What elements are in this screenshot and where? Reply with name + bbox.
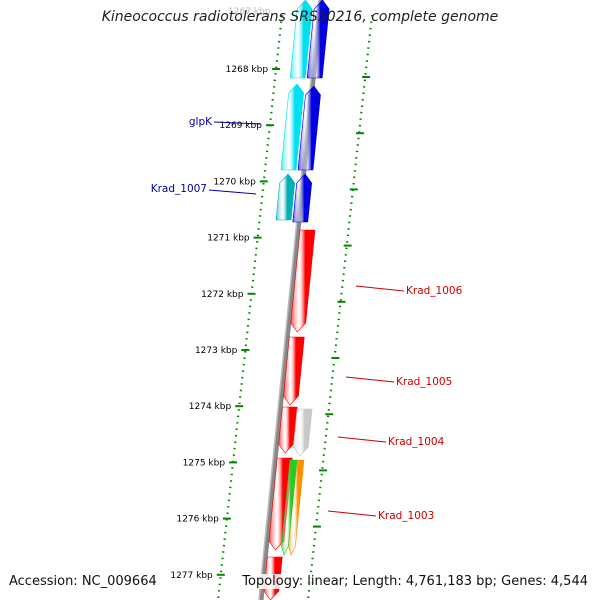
gene-label-krad-1004: Krad_1004 [388, 436, 445, 448]
ruler-right-dotted-line [306, 14, 374, 600]
ruler-tick-label: 1275 kbp [183, 458, 226, 468]
gene-feature [278, 406, 298, 454]
ruler-tick-label: 1271 kbp [207, 234, 250, 244]
gene-label-krad-1005-leader [345, 376, 395, 383]
gene-feature [292, 173, 313, 223]
gene-feature [289, 0, 313, 79]
map-title: Kineococcus radiotolerans SRS30216, comp… [101, 9, 499, 25]
gene-feature [268, 457, 293, 551]
ruler-tick-label: 1269 kbp [220, 121, 263, 131]
ruler-tick-label: 1273 kbp [195, 346, 238, 356]
ruler-tick-label: 1276 kbp [176, 515, 219, 525]
gene-krad-1005 [283, 336, 305, 406]
gene-label-krad-1003: Krad_1003 [378, 510, 434, 522]
accession-label: Accession: NC_009664 [7, 574, 159, 589]
gene-label-krad-1007: Krad_1007 [151, 183, 207, 195]
gene-krad-1006 [290, 229, 316, 333]
gene-feature [297, 85, 321, 171]
gene-label-krad-1003-leader [327, 510, 377, 517]
gene-label-glpk: glpK [189, 116, 213, 128]
ruler-tick-label: 1268 kbp [226, 65, 269, 75]
gene-krad-1007 [275, 173, 296, 221]
gene-label-glpk-leader [213, 121, 261, 125]
ruler-tick-label: 1270 kbp [213, 177, 256, 187]
gene-feature [281, 459, 298, 556]
ruler-tick-label: 1274 kbp [189, 402, 232, 412]
ruler-left-dotted-line [216, 14, 284, 600]
gene-label-krad-1007-leader [208, 189, 257, 195]
ruler-tick-label: 1277 kbp [170, 571, 213, 581]
gene-krad-1004 [292, 408, 313, 457]
gene-label-krad-1004-leader [337, 436, 387, 443]
gene-label-krad-1006: Krad_1006 [406, 285, 463, 297]
gene-feature [306, 0, 330, 79]
ruler-tick-label: 1272 kbp [201, 290, 244, 300]
gene-label-krad-1006-leader [355, 285, 405, 292]
ruler-tick-label-top: 1267 kbp [228, 7, 271, 17]
topology-label: Topology: linear; Length: 4,761,183 bp; … [240, 574, 590, 589]
gene-glpk [280, 83, 305, 171]
gene-label-krad-1005: Krad_1005 [396, 376, 452, 388]
